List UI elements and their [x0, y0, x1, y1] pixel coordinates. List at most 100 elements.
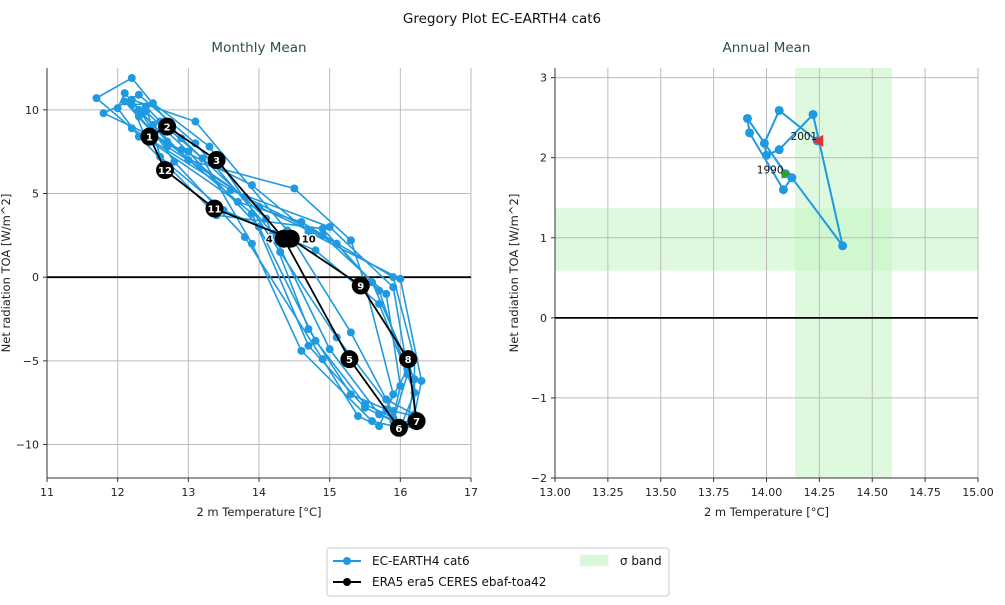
model-point: [226, 186, 235, 195]
y-tick-label: 0: [32, 271, 39, 284]
annual-point: [838, 241, 848, 251]
model-point: [325, 345, 334, 354]
annual-point: [745, 128, 755, 138]
model-point: [304, 228, 313, 236]
obs-month-label: 1: [146, 133, 153, 144]
legend-band-patch: [579, 554, 609, 567]
obs-point: [140, 127, 159, 146]
x-tick-label: 13.25: [592, 486, 624, 499]
legend-obs-label: ERA5 era5 CERES ebaf-toa42: [372, 575, 546, 589]
x-tick-label: 14: [252, 486, 266, 499]
end-marker: [812, 134, 824, 147]
subplot-title: Annual Mean: [722, 40, 810, 56]
x-tick-label: 13.75: [698, 486, 730, 499]
start-year-label: 1990: [757, 165, 784, 177]
y-tick-label: 3: [540, 72, 547, 85]
y-tick-label: 5: [32, 188, 39, 201]
annual-point: [774, 105, 784, 115]
model-point: [325, 222, 334, 231]
sigma-band-x: [795, 68, 892, 478]
model-point: [346, 328, 355, 337]
model-point: [247, 181, 256, 190]
model-point: [191, 117, 200, 126]
x-tick-label: 16: [393, 486, 407, 499]
model-point: [318, 355, 327, 364]
obs-point: [389, 418, 408, 437]
model-point: [99, 109, 108, 118]
x-tick-label: 13: [181, 486, 195, 499]
x-tick-label: 15: [323, 486, 337, 499]
x-axis-label: 2 m Temperature [°C]: [196, 505, 321, 519]
obs-point: [340, 350, 359, 369]
model-point: [318, 224, 327, 233]
annual-point: [742, 113, 752, 123]
y-tick-label: 10: [25, 104, 39, 117]
legend-band-label: σ band: [620, 554, 662, 568]
annual-point: [808, 109, 818, 119]
model-point: [276, 248, 285, 257]
x-tick-label: 13.00: [539, 486, 571, 499]
model-point: [177, 134, 186, 143]
x-tick-label: 17: [464, 486, 478, 499]
model-point: [290, 184, 299, 193]
model-point: [382, 289, 391, 298]
subplot-title: Monthly Mean: [211, 40, 306, 56]
legend-model-label: EC-EARTH4 cat6: [372, 554, 470, 568]
x-axis-label: 2 m Temperature [°C]: [704, 505, 829, 519]
model-point: [149, 99, 157, 108]
obs-month-label: 9: [357, 282, 364, 293]
y-tick-label: 0: [540, 312, 547, 325]
obs-month-label: 2: [164, 123, 171, 134]
obs-month-label: 6: [395, 424, 402, 435]
x-tick-label: 13.50: [645, 486, 677, 499]
legend-obs-marker: [343, 578, 351, 586]
end-year-label: 2001: [791, 131, 818, 143]
y-tick-label: −2: [531, 472, 547, 485]
model-point: [396, 274, 405, 283]
obs-month-label: 3: [213, 156, 220, 167]
model-point: [297, 217, 306, 226]
model-point: [375, 422, 384, 431]
model-point: [353, 412, 362, 421]
model-point: [389, 273, 398, 282]
obs-point: [407, 412, 426, 431]
annual-point: [787, 173, 797, 183]
model-point: [304, 341, 313, 350]
model-point: [205, 142, 214, 151]
x-tick-label: 14.50: [857, 486, 889, 499]
obs-point: [156, 161, 175, 180]
model-point: [247, 209, 256, 218]
y-tick-label: 2: [540, 152, 547, 165]
x-tick-label: 14.75: [909, 486, 941, 499]
obs-point: [399, 350, 418, 369]
y-axis-label: Net radiation TOA [W/m^2]: [507, 194, 521, 353]
x-tick-label: 14.25: [804, 486, 836, 499]
figure-title: Gregory Plot EC-EARTH4 cat6: [403, 11, 601, 27]
x-tick-label: 15.00: [962, 486, 994, 499]
annual-point: [778, 185, 788, 195]
obs-month-label: 7: [413, 417, 420, 428]
legend-model-marker: [343, 557, 351, 565]
model-point: [346, 390, 355, 399]
annual-point: [774, 145, 784, 155]
model-point: [92, 94, 101, 103]
model-point: [134, 90, 143, 99]
legend: EC-EARTH4 cat6 ERA5 era5 CERES ebaf-toa42…: [326, 547, 670, 597]
y-tick-label: 1: [540, 232, 547, 245]
obs-point: [205, 199, 224, 218]
model-point: [120, 89, 129, 98]
model-point: [382, 395, 391, 404]
y-tick-label: −10: [16, 439, 39, 452]
obs-month-label: 10: [302, 235, 316, 246]
y-axis-label: Net radiation TOA [W/m^2]: [0, 194, 13, 353]
y-tick-label: −1: [531, 392, 547, 405]
annual-point: [762, 150, 771, 160]
obs-point: [207, 151, 226, 170]
model-point: [127, 74, 136, 83]
model-point: [346, 236, 355, 245]
y-tick-label: −5: [23, 355, 39, 368]
x-tick-label: 14.00: [751, 486, 783, 499]
model-point: [375, 299, 384, 308]
annual-point: [759, 138, 769, 148]
